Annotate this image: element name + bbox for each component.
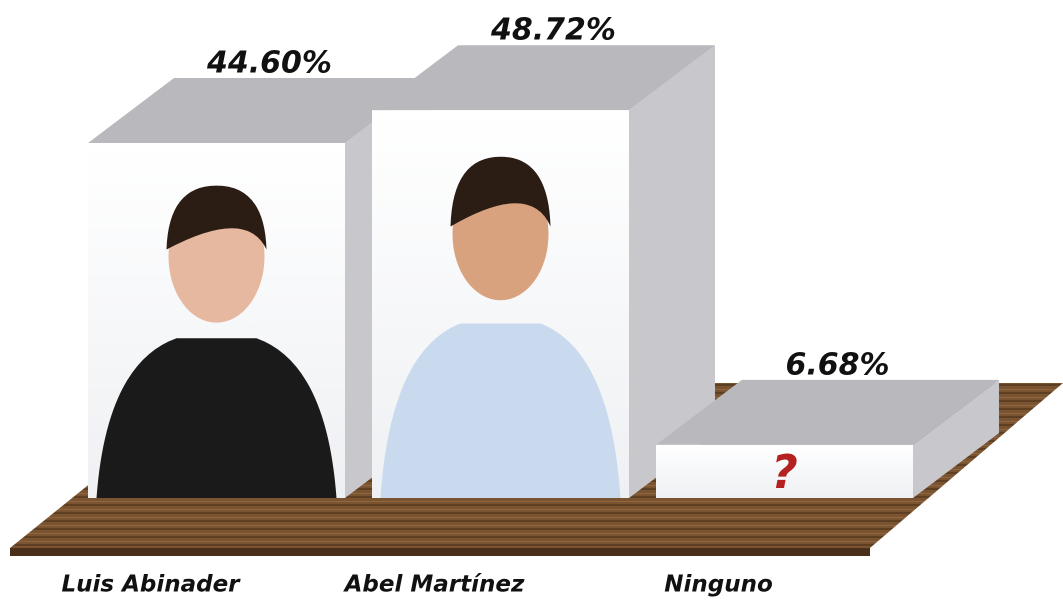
value-label: 48.72%	[490, 13, 616, 48]
question-mark: ?	[771, 445, 798, 499]
x-tick-label: Abel Martínez	[343, 572, 525, 598]
floor-edge	[10, 548, 870, 556]
x-tick-label: Luis Abinader	[61, 572, 241, 598]
value-label: 44.60%	[206, 45, 332, 80]
bars: ?	[88, 45, 999, 499]
chart: ? 44.60% Luis Abinader 48.72% Abel Martínez…	[0, 0, 1063, 600]
x-tick-label: Ninguno	[664, 572, 773, 598]
value-label: 6.68%	[785, 347, 889, 382]
